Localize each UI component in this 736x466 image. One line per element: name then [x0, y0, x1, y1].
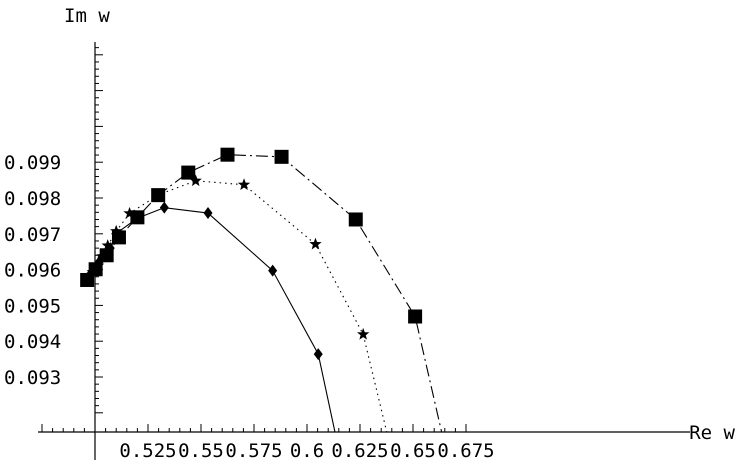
- y-tick-label: 0.096: [4, 260, 61, 282]
- data-point: [408, 309, 423, 324]
- x-tick-label: 0.55: [178, 440, 224, 462]
- series-2: [80, 174, 388, 432]
- data-point: [313, 348, 323, 361]
- data-point: [101, 239, 114, 251]
- y-tick-label: 0.095: [4, 295, 61, 317]
- data-point: [309, 237, 322, 250]
- data-point: [99, 248, 114, 263]
- data-point: [151, 188, 166, 203]
- y-axis-label: Im w: [64, 5, 110, 27]
- x-tick-label: 0.65: [390, 440, 436, 462]
- x-tick-label: 0.575: [225, 440, 282, 462]
- series-3: [80, 147, 443, 432]
- x-tick-label: 0.525: [119, 440, 176, 462]
- data-point: [111, 230, 126, 245]
- y-tick-label: 0.093: [4, 367, 61, 389]
- x-tick-label: 0.675: [437, 440, 494, 462]
- series-line: [86, 154, 443, 432]
- data-point: [88, 262, 103, 277]
- data-point: [181, 165, 196, 180]
- data-point: [159, 201, 169, 214]
- data-point: [123, 206, 136, 219]
- data-point: [357, 327, 370, 340]
- axes: 0.525 0.55 0.575 0.6 0.625 0.65 0.675 0.093 0.09…: [4, 42, 690, 462]
- x-tick-label: 0.6: [290, 440, 324, 462]
- y-tick-label: 0.099: [4, 152, 61, 174]
- data-point: [348, 212, 363, 227]
- x-axis-label: Re w: [689, 422, 735, 444]
- y-tick-label: 0.094: [4, 331, 61, 353]
- y-tick-label: 0.097: [4, 224, 61, 246]
- data-point: [130, 210, 145, 225]
- x-tick-label: 0.625: [331, 440, 388, 462]
- data-point: [189, 174, 202, 187]
- data-point: [220, 147, 235, 162]
- data-point: [268, 264, 278, 277]
- series-layer: [80, 147, 443, 432]
- data-point: [80, 272, 95, 287]
- data-point: [274, 149, 289, 164]
- data-point: [237, 178, 251, 191]
- data-point: [203, 207, 213, 220]
- y-tick-label: 0.098: [4, 188, 61, 210]
